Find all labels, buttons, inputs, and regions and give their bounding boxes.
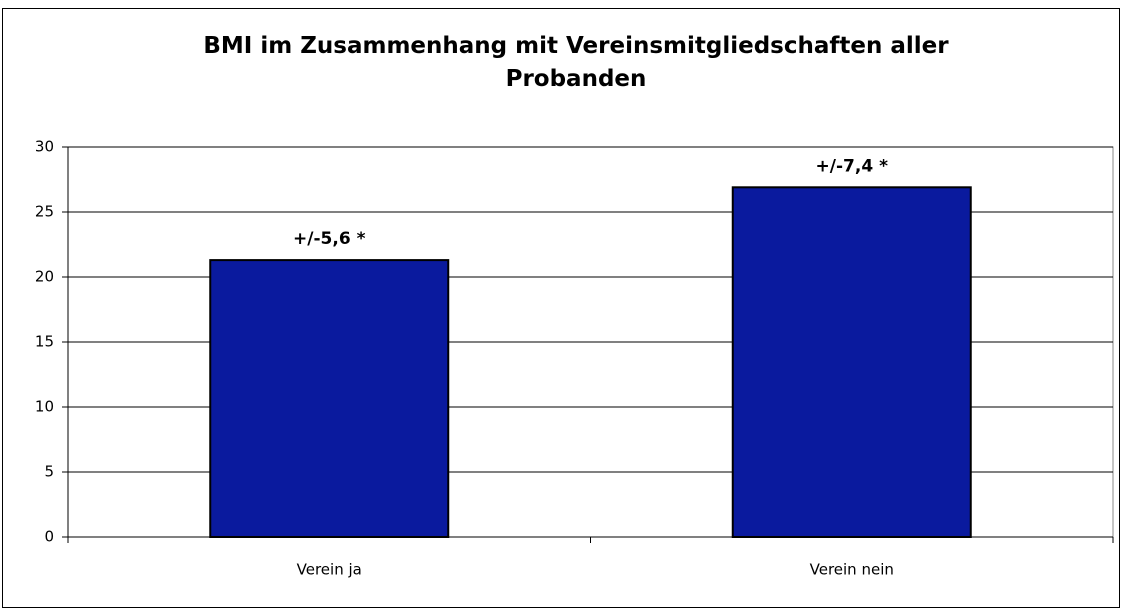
chart-title: BMI im Zusammenhang mit Vereinsmitglieds… (203, 33, 949, 92)
bar (209, 259, 450, 538)
y-tick-label: 5 (44, 463, 54, 481)
bar-annotation: +/-5,6 * (293, 229, 366, 249)
bar-annotation: +/-7,4 * (816, 156, 889, 176)
y-tick-label: 0 (44, 528, 54, 546)
y-tick-label: 30 (35, 138, 54, 156)
y-tick-label: 20 (35, 268, 54, 286)
y-tick-label: 10 (35, 398, 54, 416)
x-tick-label: Verein nein (810, 561, 894, 579)
y-tick-label: 25 (35, 203, 54, 221)
x-tick-label: Verein ja (297, 561, 362, 579)
y-tick-label: 15 (35, 333, 54, 351)
bar (731, 186, 972, 539)
